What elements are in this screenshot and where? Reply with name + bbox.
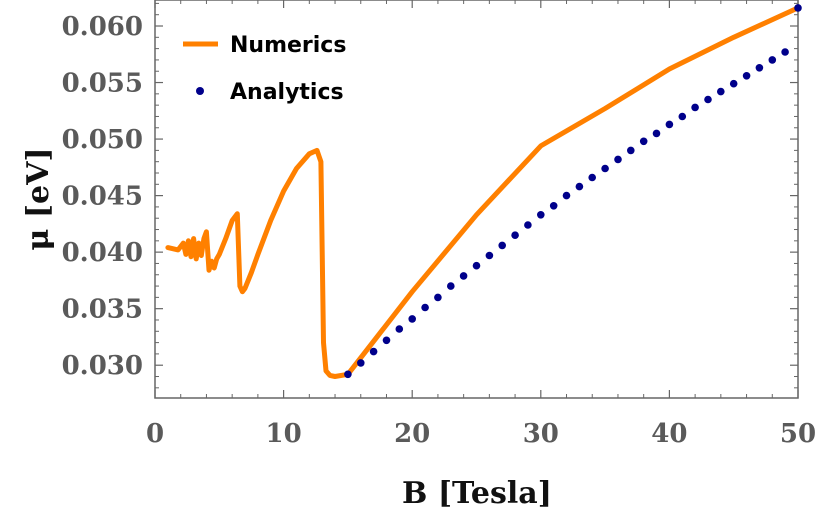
- x-tick-label: 20: [394, 419, 430, 449]
- series-analytics-point: [717, 87, 725, 96]
- series-analytics-point: [601, 164, 609, 173]
- series-analytics-point: [524, 221, 532, 229]
- legend-analytics-marker: [196, 87, 204, 95]
- legend-analytics-label: Analytics: [230, 80, 344, 105]
- series-analytics-point: [729, 79, 738, 88]
- y-tick-label: 0.055: [62, 69, 143, 99]
- x-tick-label: 40: [651, 419, 687, 449]
- y-axis-ticks: 0.030 0.035 0.040 0.045 0.050 0.055 0.060: [62, 2, 798, 389]
- series-numerics-line: [165, 5, 801, 379]
- y-tick-label: 0.060: [62, 12, 143, 42]
- series-analytics-point: [459, 272, 468, 280]
- series-analytics-point: [549, 202, 558, 210]
- series-analytics-point: [588, 173, 596, 182]
- series-analytics-point: [408, 315, 417, 323]
- x-axis-ticks: 0 10 20 30 40 50: [146, 0, 816, 449]
- series-analytics-point: [485, 251, 494, 260]
- plot-frame: [154, 0, 799, 399]
- series-analytics-point: [768, 56, 777, 64]
- series-analytics-point: [511, 231, 519, 239]
- series-analytics-point: [575, 182, 584, 191]
- x-tick-label: 0: [146, 419, 164, 449]
- series-analytics-point: [421, 303, 429, 312]
- series-analytics-point: [537, 211, 545, 219]
- x-tick-label: 10: [266, 419, 302, 449]
- series-analytics-point: [627, 146, 635, 155]
- series-analytics-point: [794, 4, 802, 12]
- y-tick-label: 0.035: [62, 295, 143, 325]
- series-analytics-point: [395, 325, 404, 333]
- y-tick-label: 0.040: [62, 238, 143, 268]
- series-analytics-point: [678, 112, 687, 121]
- series-analytics-point: [665, 120, 674, 129]
- series-analytics-point: [781, 48, 789, 56]
- series-analytics-point: [691, 103, 699, 112]
- series-analytics-point: [562, 191, 571, 200]
- series-analytics-point: [472, 261, 481, 270]
- series-analytics-point: [498, 241, 507, 250]
- series-analytics-point: [755, 64, 764, 72]
- y-tick-label: 0.030: [62, 351, 143, 381]
- y-tick-label: 0.050: [62, 125, 143, 155]
- series-analytics-point: [614, 155, 622, 164]
- series-analytics-point: [434, 293, 442, 302]
- x-tick-label: 30: [523, 419, 559, 449]
- series-analytics-point: [652, 129, 661, 138]
- series-layer: [165, 4, 802, 379]
- series-analytics-point: [704, 95, 712, 104]
- legend: Numerics Analytics: [183, 33, 346, 105]
- series-analytics-point: [344, 370, 352, 379]
- y-tick-label: 0.045: [62, 182, 143, 212]
- series-analytics-point: [447, 282, 455, 290]
- series-analytics-point: [357, 359, 365, 367]
- x-axis-title: B [Tesla]: [402, 476, 552, 511]
- series-analytics-point: [742, 72, 751, 80]
- series-analytics-point: [639, 137, 648, 146]
- legend-numerics-label: Numerics: [230, 33, 346, 58]
- y-axis-title: μ [eV]: [21, 147, 56, 250]
- series-analytics-point: [369, 347, 378, 356]
- series-analytics-point: [382, 336, 391, 345]
- x-tick-label: 50: [780, 419, 816, 449]
